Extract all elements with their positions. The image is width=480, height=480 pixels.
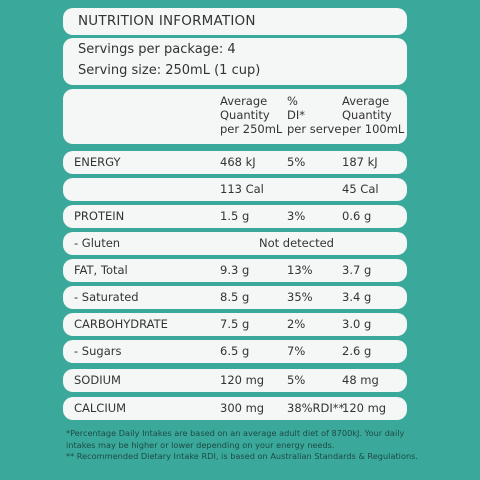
nutrient-name: CALCIUM bbox=[74, 401, 127, 415]
nutrient-row-fat-total: FAT, Total 9.3 g 13% 3.7 g bbox=[63, 259, 407, 282]
daily-intake-value: 35% bbox=[287, 290, 313, 304]
per-serve-value: 6.5 g bbox=[220, 344, 250, 358]
nutrient-row-sugars: - Sugars 6.5 g 7% 2.6 g bbox=[63, 340, 407, 363]
per-100-value: 187 kJ bbox=[342, 155, 378, 169]
header-text: Quantity bbox=[220, 108, 270, 122]
header-avg-per-100: Average Quantity per 100mL bbox=[342, 94, 404, 136]
nutrient-name: - Saturated bbox=[74, 290, 139, 304]
header-text: DI* bbox=[287, 108, 305, 122]
per-100-value: 0.6 g bbox=[342, 209, 372, 223]
nutrient-row-energy: ENERGY 468 kJ 5% 187 kJ bbox=[63, 151, 407, 174]
nutrient-row-sodium: SODIUM 120 mg 5% 48 mg bbox=[63, 369, 407, 392]
per-serve-value: 8.5 g bbox=[220, 290, 250, 304]
column-header-panel: Average Quantity per 250mL % DI* per ser… bbox=[63, 89, 407, 144]
footnote-line: ** Recommended Dietary Intake RDI, is ba… bbox=[66, 451, 419, 461]
per-100-value: 45 Cal bbox=[342, 182, 379, 196]
header-text: Average bbox=[342, 94, 390, 108]
daily-intake-value: 3% bbox=[287, 209, 306, 223]
nutrient-row-protein: PROTEIN 1.5 g 3% 0.6 g bbox=[63, 205, 407, 228]
servings-per-package: Servings per package: 4 bbox=[78, 42, 236, 57]
serving-size: Serving size: 250mL (1 cup) bbox=[78, 63, 261, 78]
header-text: Average bbox=[220, 94, 268, 108]
per-100-value: 48 mg bbox=[342, 373, 379, 387]
nutrient-row-energy-cal: 113 Cal 45 Cal bbox=[63, 178, 407, 201]
servings-panel: Servings per package: 4 Serving size: 25… bbox=[63, 38, 407, 85]
per-serve-value: 9.3 g bbox=[220, 263, 250, 277]
per-serve-value: 7.5 g bbox=[220, 317, 250, 331]
per-serve-value: 120 mg bbox=[220, 373, 265, 387]
nutrient-row-saturated: - Saturated 8.5 g 35% 3.4 g bbox=[63, 286, 407, 309]
title-panel: NUTRITION INFORMATION bbox=[63, 8, 407, 35]
per-100-value: 3.0 g bbox=[342, 317, 372, 331]
per-serve-value: 300 mg bbox=[220, 401, 265, 415]
header-daily-intake: % DI* per serve bbox=[287, 94, 341, 136]
nutrient-row-gluten: - Gluten Not detected bbox=[63, 232, 407, 255]
daily-intake-value: 7% bbox=[287, 344, 306, 358]
per-100-value: 120 mg bbox=[342, 401, 387, 415]
nutrient-name: FAT, Total bbox=[74, 263, 128, 277]
daily-intake-value: 13% bbox=[287, 263, 313, 277]
nutrient-name: ENERGY bbox=[74, 155, 121, 169]
nutrient-name: - Sugars bbox=[74, 344, 122, 358]
header-avg-per-serve: Average Quantity per 250mL bbox=[220, 94, 282, 136]
nutrient-row-carbohydrate: CARBOHYDRATE 7.5 g 2% 3.0 g bbox=[63, 313, 407, 336]
header-text: Quantity bbox=[342, 108, 392, 122]
per-serve-value: 113 Cal bbox=[220, 182, 264, 196]
panel-title: NUTRITION INFORMATION bbox=[78, 13, 256, 29]
daily-intake-value: 5% bbox=[287, 155, 306, 169]
header-text: per 100mL bbox=[342, 122, 405, 136]
daily-intake-value: 2% bbox=[287, 317, 306, 331]
daily-intake-value: 5% bbox=[287, 373, 306, 387]
nutrient-name: SODIUM bbox=[74, 373, 121, 387]
per-serve-value: 468 kJ bbox=[220, 155, 256, 169]
per-serve-value: 1.5 g bbox=[220, 209, 250, 223]
header-text: per serve bbox=[287, 122, 342, 136]
per-100-value: 3.4 g bbox=[342, 290, 372, 304]
nutrient-row-calcium: CALCIUM 300 mg 38%RDI** 120 mg bbox=[63, 397, 407, 420]
header-text: % bbox=[287, 94, 298, 108]
nutrient-name: CARBOHYDRATE bbox=[74, 317, 168, 331]
footnote-line: *Percentage Daily Intakes are based on a… bbox=[66, 428, 405, 438]
per-100-value: 3.7 g bbox=[342, 263, 372, 277]
per-100-value: 2.6 g bbox=[342, 344, 372, 358]
footnote-line: intakes may be higher or lower depending… bbox=[66, 439, 335, 450]
nutrient-name: - Gluten bbox=[74, 236, 121, 250]
header-text: per 250mL bbox=[220, 122, 283, 136]
gluten-status: Not detected bbox=[259, 236, 334, 250]
nutrient-name: PROTEIN bbox=[74, 209, 125, 223]
daily-intake-value: 38%RDI** bbox=[287, 401, 345, 415]
footnote: *Percentage Daily Intakes are based on a… bbox=[66, 428, 419, 463]
